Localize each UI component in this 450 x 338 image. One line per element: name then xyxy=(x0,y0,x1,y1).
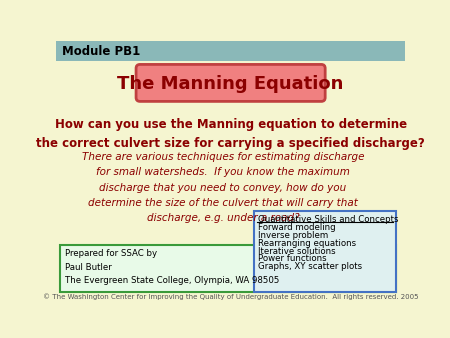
Text: Iterative solutions: Iterative solutions xyxy=(258,247,335,256)
Text: Inverse problem: Inverse problem xyxy=(258,231,328,240)
Text: Power functions: Power functions xyxy=(258,255,326,263)
Text: Rearranging equations: Rearranging equations xyxy=(258,239,356,248)
Text: © The Washington Center for Improving the Quality of Undergraduate Education.  A: © The Washington Center for Improving th… xyxy=(43,293,419,299)
Text: Graphs, XY scatter plots: Graphs, XY scatter plots xyxy=(258,262,362,271)
Text: How can you use the Manning equation to determine
the correct culvert size for c: How can you use the Manning equation to … xyxy=(36,118,425,149)
Text: There are various techniques for estimating discharge
for small watersheds.  If : There are various techniques for estimat… xyxy=(81,152,364,223)
FancyBboxPatch shape xyxy=(56,41,405,61)
FancyBboxPatch shape xyxy=(254,212,396,292)
FancyBboxPatch shape xyxy=(60,245,396,292)
FancyBboxPatch shape xyxy=(136,65,325,101)
Text: Quantitative Skills and Concepts: Quantitative Skills and Concepts xyxy=(258,215,398,223)
Text: Forward modeling: Forward modeling xyxy=(258,223,335,232)
Text: Module PB1: Module PB1 xyxy=(63,45,141,58)
Text: Prepared for SSAC by
Paul Butler
The Evergreen State College, Olympia, WA 98505: Prepared for SSAC by Paul Butler The Eve… xyxy=(65,249,279,285)
Text: The Manning Equation: The Manning Equation xyxy=(117,75,344,93)
